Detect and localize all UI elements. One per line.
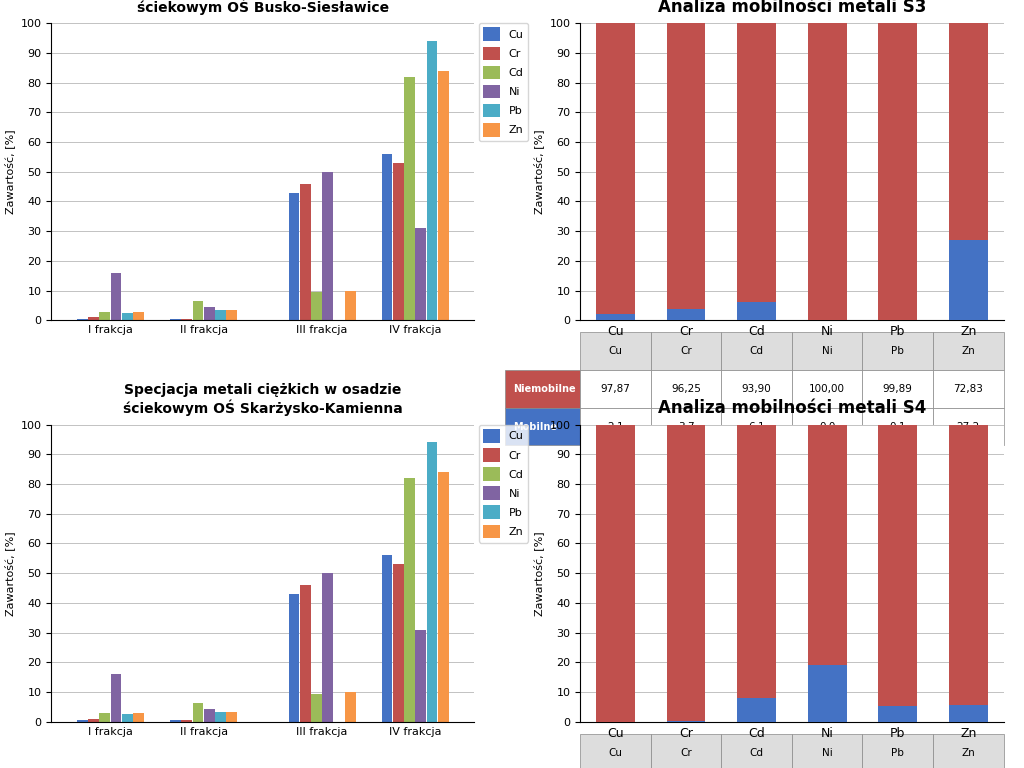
Bar: [204, 709, 215, 722]
Bar: [323, 573, 333, 722]
Bar: [204, 307, 215, 320]
Title: Specjacja metali ciężkich w osadzie
ściekowym OŚ Skarżysko-Kamienna: Specjacja metali ciężkich w osadzie ście…: [123, 383, 402, 416]
Bar: [879, 23, 918, 320]
Title: Analiza mobilności metali S4: Analiza mobilności metali S4: [657, 399, 926, 418]
Bar: [88, 719, 99, 722]
Bar: [737, 425, 776, 697]
Y-axis label: Zawartość, [%]: Zawartość, [%]: [534, 130, 544, 214]
Bar: [596, 23, 635, 314]
Bar: [226, 711, 238, 722]
Bar: [808, 23, 847, 320]
Bar: [323, 172, 333, 320]
Bar: [416, 228, 426, 320]
Bar: [596, 425, 635, 722]
Bar: [311, 292, 322, 320]
Bar: [737, 697, 776, 722]
Bar: [808, 425, 847, 664]
Title: Analiza mobilności metali S3: Analiza mobilności metali S3: [657, 0, 926, 16]
Bar: [416, 630, 426, 722]
Bar: [596, 314, 635, 320]
Bar: [300, 585, 310, 722]
Bar: [382, 154, 392, 320]
Legend: Cu, Cr, Cd, Ni, Pb, Zn: Cu, Cr, Cd, Ni, Pb, Zn: [478, 23, 528, 141]
Bar: [170, 319, 180, 320]
Bar: [122, 313, 133, 320]
Y-axis label: Zawartość, [%]: Zawartość, [%]: [4, 531, 15, 615]
Bar: [345, 692, 355, 722]
Bar: [879, 706, 918, 722]
Bar: [404, 77, 415, 320]
Bar: [181, 720, 193, 722]
Bar: [289, 193, 299, 320]
Bar: [737, 303, 776, 320]
Bar: [949, 705, 987, 722]
Bar: [667, 721, 706, 722]
Bar: [133, 312, 144, 320]
Bar: [667, 23, 706, 310]
Bar: [193, 301, 204, 320]
Bar: [133, 713, 144, 722]
Bar: [808, 664, 847, 722]
Bar: [170, 720, 180, 722]
Bar: [99, 312, 111, 320]
Bar: [404, 478, 415, 722]
Bar: [77, 319, 88, 320]
Bar: [879, 425, 918, 706]
Bar: [99, 713, 111, 722]
Y-axis label: Zawartość, [%]: Zawartość, [%]: [4, 130, 15, 214]
Bar: [311, 694, 322, 722]
Bar: [215, 310, 226, 320]
Bar: [393, 163, 403, 320]
Bar: [181, 319, 193, 320]
Bar: [438, 71, 449, 320]
Bar: [215, 711, 226, 722]
Bar: [111, 674, 122, 722]
Title: Specjacja metali ciężkich w osadzie
ściekowym OŚ Busko-Siesławice: Specjacja metali ciężkich w osadzie ście…: [124, 0, 401, 15]
Bar: [77, 720, 88, 722]
Bar: [88, 317, 99, 320]
Bar: [393, 564, 403, 722]
Legend: Cu, Cr, Cd, Ni, Pb, Zn: Cu, Cr, Cd, Ni, Pb, Zn: [478, 425, 528, 542]
Bar: [427, 442, 437, 722]
Bar: [667, 425, 706, 721]
Bar: [289, 594, 299, 722]
Bar: [949, 240, 987, 320]
Y-axis label: Zawartość, [%]: Zawartość, [%]: [534, 531, 544, 615]
Bar: [949, 23, 987, 240]
Bar: [667, 310, 706, 320]
Bar: [111, 273, 122, 320]
Bar: [226, 310, 238, 320]
Bar: [737, 23, 776, 303]
Bar: [193, 703, 204, 722]
Bar: [122, 714, 133, 722]
Bar: [382, 555, 392, 722]
Bar: [949, 425, 987, 705]
Bar: [300, 184, 310, 320]
Bar: [345, 291, 355, 320]
Bar: [427, 41, 437, 320]
Bar: [438, 472, 449, 722]
